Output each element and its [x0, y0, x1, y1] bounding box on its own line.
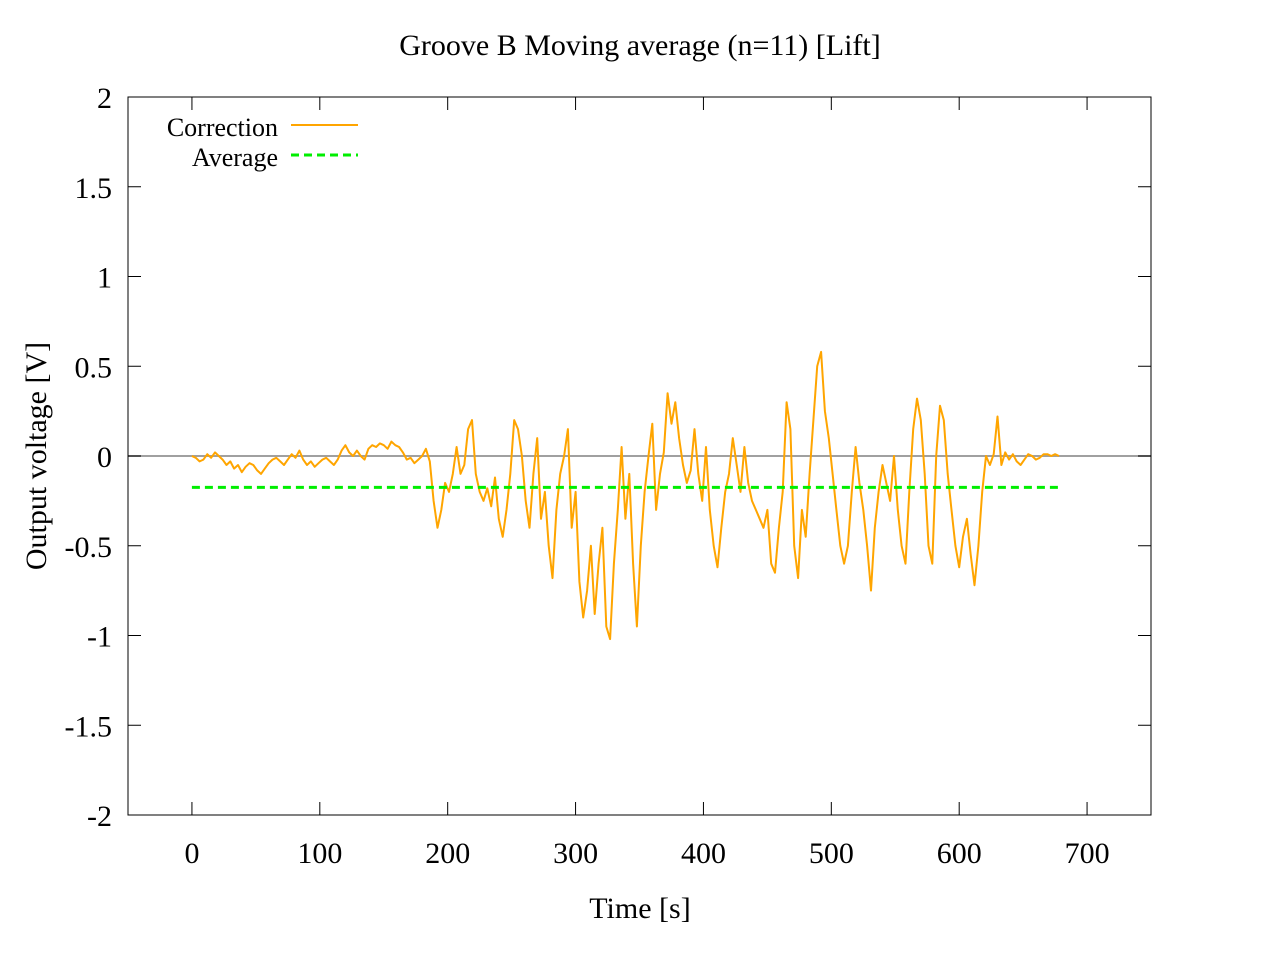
y-tick-label: 1 [97, 262, 112, 295]
y-tick-label: -2 [87, 800, 112, 833]
plot-area: 0 100 200 300 400 500 600 700 -2 -1.5 -1 -0.5 0 0.5 1 1… [65, 82, 1152, 870]
y-tick-label: -1 [87, 621, 112, 654]
series-line-correction [191, 350, 1060, 641]
y-tick-label: 0.5 [75, 351, 113, 384]
x-axis-label: Time [s] [589, 892, 690, 925]
x-tick-label: 500 [809, 837, 854, 870]
legend: Correction Average [167, 113, 358, 172]
x-tick-label: 600 [937, 837, 982, 870]
y-tick-label: 1.5 [75, 172, 113, 205]
x-tick-label: 0 [184, 837, 199, 870]
y-tick-label: -1.5 [65, 710, 113, 743]
x-tick-label: 300 [553, 837, 598, 870]
x-tick-label: 200 [425, 837, 470, 870]
y-tick-label: -0.5 [65, 531, 113, 564]
legend-label-average: Average [192, 143, 278, 172]
x-tick-label: 400 [681, 837, 726, 870]
x-tick-label: 700 [1065, 837, 1110, 870]
y-axis-label: Output voltage [V] [20, 342, 53, 570]
x-tick-label: 100 [297, 837, 342, 870]
legend-label-correction: Correction [167, 113, 278, 142]
y-tick-label: 2 [97, 82, 112, 115]
chart-title: Groove B Moving average (n=11) [Lift] [399, 29, 881, 62]
y-tick-label: 0 [97, 441, 112, 474]
